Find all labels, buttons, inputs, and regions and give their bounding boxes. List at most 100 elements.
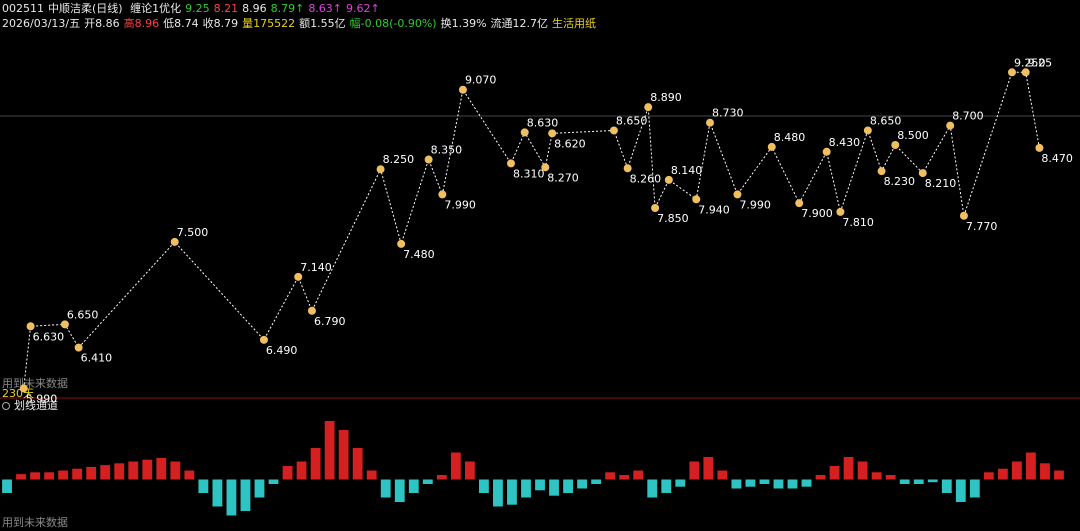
- channel-bar: [16, 474, 26, 480]
- channel-bar: [156, 457, 167, 480]
- channel-bar: [815, 475, 826, 480]
- pivot-marker: [863, 126, 872, 135]
- channel-bar: [563, 479, 573, 493]
- pivot-marker: [1035, 143, 1044, 152]
- pivot-marker: [438, 190, 447, 199]
- channel-bar: [226, 479, 237, 516]
- pivot-marker: [767, 142, 776, 151]
- channel-bar: [436, 475, 447, 480]
- pivot-marker: [609, 126, 618, 135]
- channel-bar: [745, 479, 756, 487]
- channel-bar: [142, 459, 153, 480]
- pivot-label: 8.310: [513, 167, 545, 180]
- pivot-label: 8.650: [870, 114, 902, 127]
- pivot-marker: [706, 118, 714, 127]
- pivot-label: 8.430: [829, 136, 861, 149]
- pivot-label: 8.890: [650, 91, 682, 104]
- pivot-label: 6.410: [81, 352, 113, 365]
- channel-bar: [380, 479, 391, 498]
- channel-bar: [464, 461, 475, 480]
- channel-bar: [58, 470, 69, 480]
- channel-bar: [493, 479, 503, 507]
- channel-bar: [941, 479, 952, 493]
- header-item: 开8.86: [84, 17, 120, 30]
- pivot-label: 9.250: [1014, 56, 1045, 69]
- channel-bar: [86, 466, 97, 480]
- channel-bar: [885, 475, 896, 480]
- channel-bar: [366, 470, 377, 480]
- zigzag-line: [23, 71, 1040, 389]
- channel-bar: [478, 479, 489, 493]
- pivot-label: 8.650: [616, 114, 648, 127]
- channel-bar: [212, 479, 223, 507]
- header: 002511 中顺洁柔(日线) 缠论1优化 9.25 8.21 8.96 8.79↑ 8.6…: [2, 1, 604, 31]
- channel-bar: [507, 479, 517, 505]
- pivot-marker: [822, 147, 831, 156]
- channel-bar: [44, 472, 55, 480]
- channel-bar: [422, 479, 433, 484]
- channel-bar: [1054, 470, 1064, 480]
- pivot-marker: [74, 343, 83, 352]
- channel-bar: [1026, 452, 1036, 480]
- channel-bar: [394, 479, 405, 502]
- channel-bar: [324, 421, 335, 480]
- pivot-label: 7.990: [444, 198, 476, 211]
- header-item: 换1.39%: [440, 17, 487, 30]
- pivot-marker: [1021, 68, 1030, 77]
- quote-row: 2026/03/13/五 开8.86 高8.96 低8.74 收8.79 量175522 额…: [2, 16, 604, 31]
- channel-bar: [871, 472, 882, 480]
- header-item: 高8.96: [123, 17, 160, 30]
- channel-bar: [310, 448, 321, 480]
- channel-bar: [352, 448, 363, 480]
- pivot-marker: [795, 199, 804, 208]
- indicator-values: 9.25 8.21 8.96 8.79↑ 8.63↑ 9.62↑: [185, 2, 384, 15]
- channel-bar: [2, 479, 12, 493]
- channel-bar: [717, 470, 728, 480]
- channel-bar: [633, 470, 644, 480]
- pivot-label: 7.770: [966, 220, 998, 233]
- pivot-marker: [959, 211, 968, 220]
- pivot-label: 7.140: [300, 261, 332, 274]
- channel-bar: [296, 461, 307, 480]
- channel-bar: [535, 479, 545, 491]
- channel-bar: [773, 479, 784, 489]
- pivot-label: 8.630: [527, 116, 559, 129]
- pivot-marker: [170, 237, 179, 246]
- channel-bar: [857, 461, 868, 480]
- pivot-marker: [836, 207, 845, 216]
- pivot-label: 8.500: [897, 129, 929, 142]
- header-item: 8.79↑: [270, 2, 305, 15]
- channel-bar: [521, 479, 531, 498]
- pivot-marker: [877, 167, 886, 176]
- pivot-marker: [891, 140, 900, 149]
- channel-bar: [801, 479, 812, 487]
- pivot-marker: [692, 195, 701, 204]
- title-row: 002511 中顺洁柔(日线) 缠论1优化 9.25 8.21 8.96 8.79↑ 8.6…: [2, 1, 604, 16]
- channel-bar: [927, 479, 938, 483]
- pivot-label: 7.990: [739, 198, 771, 211]
- pivot-marker: [946, 121, 955, 130]
- channel-bar: [997, 468, 1008, 480]
- pivot-label: 9.25: [1028, 56, 1053, 69]
- channel-bar: [675, 479, 686, 487]
- channel-bar: [591, 479, 602, 484]
- pivot-marker: [506, 159, 515, 168]
- pivot-label: 8.620: [554, 137, 586, 150]
- pivot-marker: [19, 384, 28, 393]
- channel-bar: [689, 461, 700, 480]
- header-item: 额1.55亿: [299, 17, 346, 30]
- channel-bar: [198, 479, 209, 493]
- channel-bar: [100, 465, 111, 480]
- pivot-marker: [397, 239, 406, 248]
- pivot-marker: [520, 128, 529, 137]
- panel-icon[interactable]: [2, 402, 10, 410]
- pivot-marker: [651, 204, 660, 212]
- header-item: 低8.74: [163, 17, 199, 30]
- pivot-label: 6.790: [314, 315, 346, 328]
- pivot-label: 7.480: [403, 248, 435, 261]
- channel-bar: [170, 461, 181, 480]
- pivot-marker: [548, 129, 557, 138]
- channel-bar: [661, 479, 672, 493]
- quote-items: 开8.86 高8.96 低8.74 收8.79 量175522 额1.55亿 幅-0.08(…: [84, 17, 600, 30]
